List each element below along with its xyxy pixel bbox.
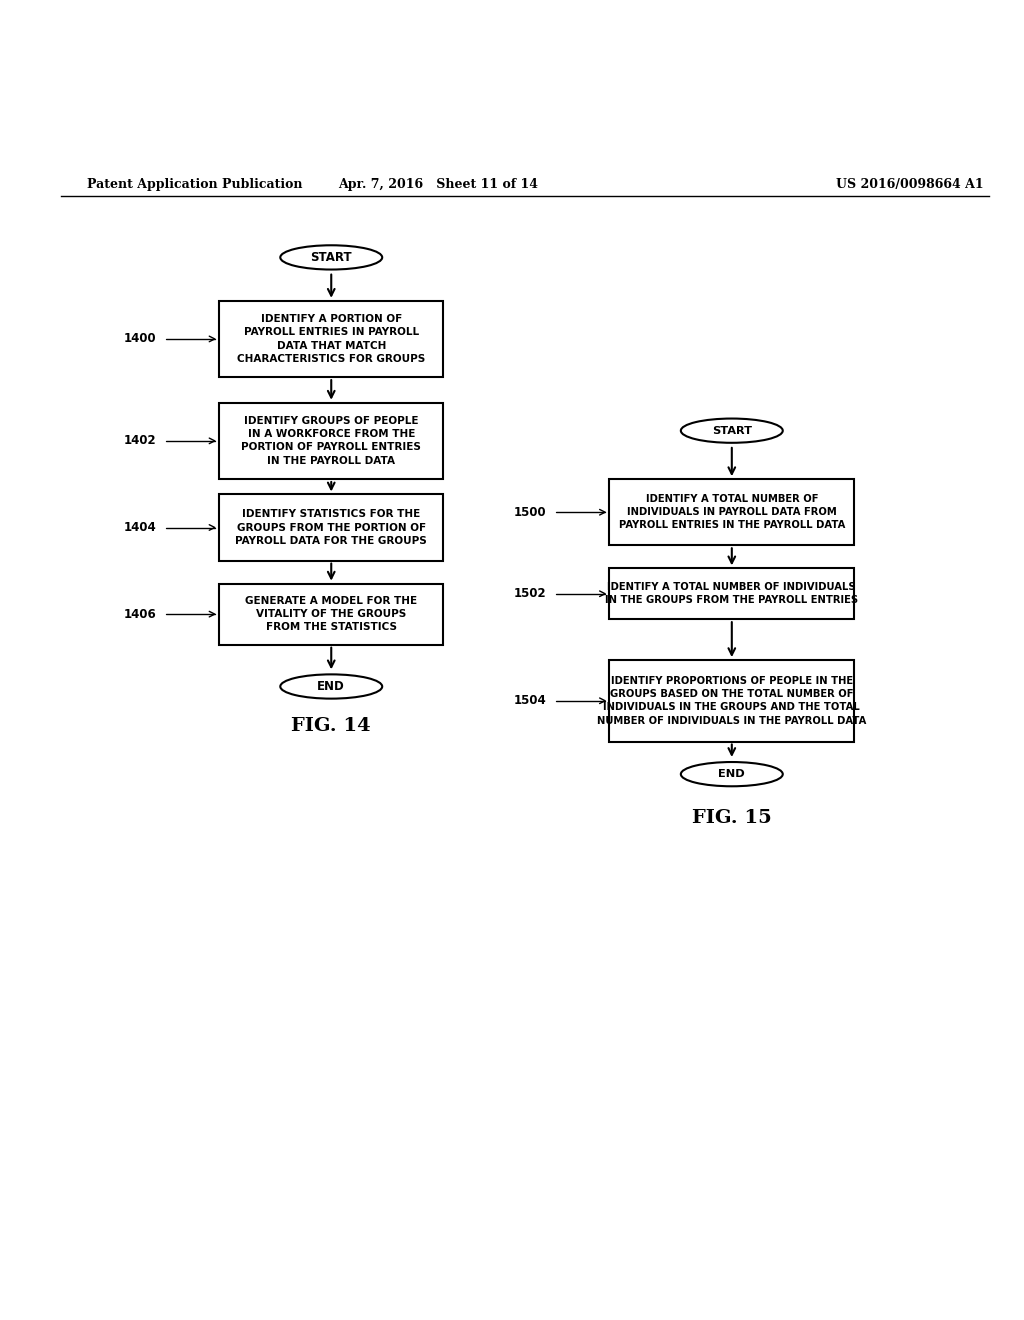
Text: END: END xyxy=(719,770,745,779)
Text: 1400: 1400 xyxy=(123,333,156,346)
Text: FIG. 15: FIG. 15 xyxy=(692,809,772,826)
Text: GENERATE A MODEL FOR THE
VITALITY OF THE GROUPS
FROM THE STATISTICS: GENERATE A MODEL FOR THE VITALITY OF THE… xyxy=(245,595,418,632)
Text: 1500: 1500 xyxy=(514,506,546,519)
Text: 1502: 1502 xyxy=(514,587,546,601)
Text: IDENTIFY A TOTAL NUMBER OF INDIVIDUALS
IN THE GROUPS FROM THE PAYROLL ENTRIES: IDENTIFY A TOTAL NUMBER OF INDIVIDUALS I… xyxy=(605,582,858,606)
Text: IDENTIFY PROPORTIONS OF PEOPLE IN THE
GROUPS BASED ON THE TOTAL NUMBER OF
INDIVI: IDENTIFY PROPORTIONS OF PEOPLE IN THE GR… xyxy=(597,676,866,726)
Text: US 2016/0098664 A1: US 2016/0098664 A1 xyxy=(836,177,983,190)
Text: IDENTIFY STATISTICS FOR THE
GROUPS FROM THE PORTION OF
PAYROLL DATA FOR THE GROU: IDENTIFY STATISTICS FOR THE GROUPS FROM … xyxy=(236,510,427,545)
Text: 1404: 1404 xyxy=(123,521,156,535)
Text: 1504: 1504 xyxy=(514,694,546,708)
Text: START: START xyxy=(712,425,752,436)
Text: IDENTIFY A TOTAL NUMBER OF
INDIVIDUALS IN PAYROLL DATA FROM
PAYROLL ENTRIES IN T: IDENTIFY A TOTAL NUMBER OF INDIVIDUALS I… xyxy=(618,494,845,531)
Text: Apr. 7, 2016   Sheet 11 of 14: Apr. 7, 2016 Sheet 11 of 14 xyxy=(338,177,539,190)
Text: END: END xyxy=(317,680,345,693)
Text: IDENTIFY A PORTION OF
PAYROLL ENTRIES IN PAYROLL
DATA THAT MATCH
CHARACTERISTICS: IDENTIFY A PORTION OF PAYROLL ENTRIES IN… xyxy=(238,314,425,364)
Text: FIG. 14: FIG. 14 xyxy=(292,717,371,735)
Text: 1402: 1402 xyxy=(123,434,156,447)
Text: START: START xyxy=(310,251,352,264)
Text: IDENTIFY GROUPS OF PEOPLE
IN A WORKFORCE FROM THE
PORTION OF PAYROLL ENTRIES
IN : IDENTIFY GROUPS OF PEOPLE IN A WORKFORCE… xyxy=(242,416,421,466)
Text: 1406: 1406 xyxy=(123,607,156,620)
Text: Patent Application Publication: Patent Application Publication xyxy=(87,177,302,190)
